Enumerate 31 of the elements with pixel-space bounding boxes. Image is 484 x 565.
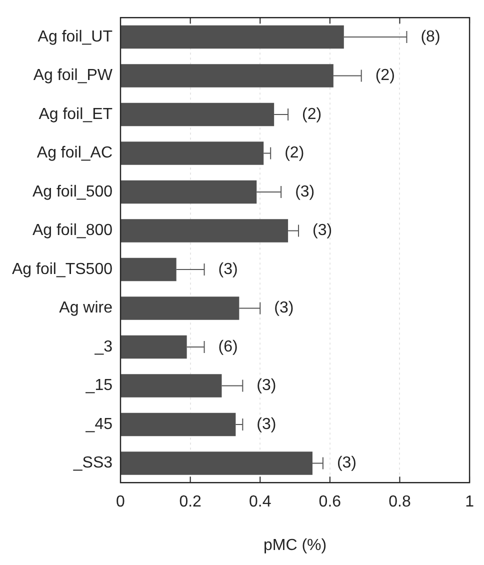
y-tick-label: Ag foil_800	[32, 222, 113, 240]
y-tick-label: _SS3	[72, 454, 113, 472]
y-tick-label: _15	[84, 377, 113, 394]
x-axis-title: pMC (%)	[263, 536, 327, 554]
x-tick-label: 0	[116, 494, 126, 511]
annotation: (3)	[256, 377, 276, 394]
y-tick-label: Ag foil_ET	[38, 106, 113, 123]
y-tick-label: _3	[94, 338, 113, 356]
annotation: (3)	[295, 183, 315, 200]
annotation: (6)	[218, 338, 238, 356]
annotation: (8)	[420, 28, 440, 46]
annotation: (3)	[256, 416, 276, 433]
annotation: (3)	[336, 454, 357, 472]
x-tick-label: 0.6	[318, 494, 342, 511]
x-tick-label: 0.4	[249, 494, 272, 511]
annotation: (3)	[312, 222, 332, 240]
y-tick-label: Ag foil_500	[32, 183, 113, 200]
x-tick-label: 1	[465, 494, 474, 511]
annotation: (3)	[274, 300, 294, 317]
annotation: (2)	[302, 106, 322, 123]
y-tick-label: Ag foil_PW	[33, 67, 114, 84]
y-tick-label: Ag foil_UT	[38, 28, 113, 46]
annotation: (2)	[375, 67, 395, 84]
annotation: (3)	[218, 260, 238, 278]
y-tick-label: Ag wire	[59, 300, 113, 317]
annotation: (2)	[284, 144, 304, 162]
x-tick-label: 0.2	[179, 494, 202, 511]
y-tick-label: Ag foil_TS500	[12, 260, 113, 278]
x-tick-label: 0.8	[388, 494, 411, 511]
y-tick-label: Ag foil_AC	[36, 144, 113, 162]
y-tick-label: _45	[84, 416, 113, 433]
